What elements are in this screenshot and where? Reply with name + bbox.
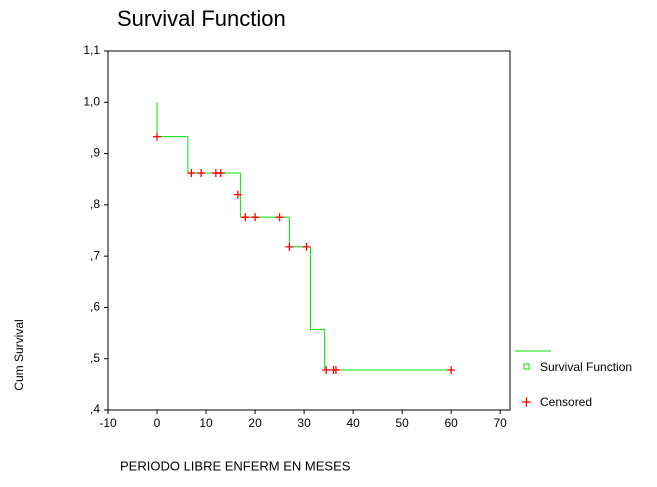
x-tick-label: 50 (395, 416, 409, 430)
legend-label: Survival Function (540, 360, 632, 374)
x-tick-label: -10 (99, 416, 117, 430)
censor-mark (197, 169, 206, 178)
x-tick-label: 60 (444, 416, 458, 430)
legend-swatch (522, 397, 531, 407)
censor-mark (251, 213, 260, 222)
y-tick-label: ,6 (90, 300, 100, 314)
y-tick-label: ,8 (90, 197, 100, 211)
censor-mark (447, 365, 456, 374)
y-tick-label: ,4 (90, 402, 100, 416)
y-axis-label: Cum Survival (12, 319, 26, 390)
x-axis-label: PERIODO LIBRE ENFERM EN MESES (120, 458, 351, 473)
censor-mark (285, 242, 294, 251)
x-tick-label: 20 (248, 416, 262, 430)
x-tick-label: 30 (297, 416, 311, 430)
x-tick-label: 0 (154, 416, 161, 430)
censor-mark (233, 190, 242, 199)
censor-mark (322, 365, 331, 374)
y-tick-label: ,5 (90, 351, 100, 365)
y-tick-label: ,7 (90, 248, 100, 262)
x-tick-label: 70 (494, 416, 508, 430)
y-tick-label: 1,1 (83, 43, 100, 57)
censor-mark (153, 132, 162, 141)
y-tick-label: ,9 (90, 146, 100, 160)
censor-mark (187, 169, 196, 178)
censor-mark (216, 169, 225, 178)
chart-title: Survival Function (117, 6, 286, 31)
censor-mark (241, 213, 250, 222)
x-tick-label: 10 (199, 416, 213, 430)
censor-mark (275, 213, 284, 222)
legend-swatch (523, 363, 530, 370)
y-tick-label: 1,0 (83, 94, 100, 108)
censor-mark (331, 365, 340, 374)
x-tick-label: 40 (346, 416, 360, 430)
plot-frame (107, 50, 511, 411)
legend-label: Censored (540, 395, 592, 409)
censor-mark (302, 242, 311, 251)
